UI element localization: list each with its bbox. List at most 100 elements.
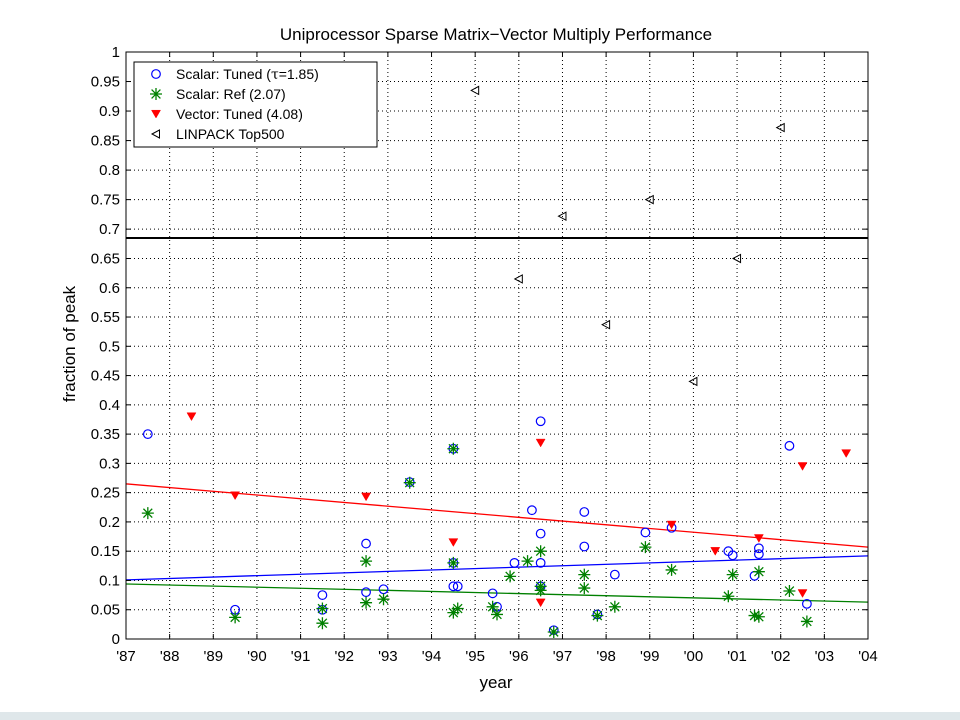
legend-entry: LINPACK Top500 <box>150 126 285 142</box>
y-tick-label: 0 <box>112 631 120 648</box>
data-point-star <box>578 568 591 581</box>
chart-title: Uniprocessor Sparse Matrix−Vector Multip… <box>280 25 712 44</box>
legend-label: LINPACK Top500 <box>176 126 285 142</box>
x-tick-label: '99 <box>640 648 660 665</box>
data-point-star <box>521 555 534 568</box>
y-tick-label: 0.1 <box>99 572 120 589</box>
data-point-triangle-left <box>150 129 160 139</box>
data-point-star <box>150 88 162 100</box>
data-point-triangle-left <box>557 211 567 221</box>
y-tick-label: 0.5 <box>99 338 120 355</box>
legend: Scalar: Tuned (τ=1.85) Scalar: Ref (2.07)… <box>133 61 378 148</box>
data-point-triangle-down <box>535 598 546 608</box>
y-tick-label: 0.2 <box>99 514 120 531</box>
data-point-triangle-down <box>535 438 546 448</box>
legend-label: Scalar: Tuned (τ=1.85) <box>176 66 319 83</box>
y-tick-label: 0.15 <box>91 543 120 560</box>
y-tick-label: 1 <box>112 44 120 61</box>
data-point-circle <box>142 429 153 440</box>
data-point-star <box>591 609 604 622</box>
data-point-star <box>608 600 621 613</box>
data-point-star <box>141 507 154 520</box>
y-tick-label: 0.05 <box>91 602 120 619</box>
data-point-triangle-left <box>470 85 480 96</box>
data-point-circle <box>801 598 812 609</box>
legend-label-text: Scalar: Ref (2.07) <box>176 86 286 102</box>
data-point-circle <box>448 581 459 592</box>
data-point-star <box>547 625 560 638</box>
data-point-triangle-left <box>775 122 785 133</box>
x-tick-label: '96 <box>509 648 529 665</box>
trend-line <box>125 483 869 548</box>
data-point-triangle-left <box>644 194 654 205</box>
legend-label-text: LINPACK Top500 <box>176 126 285 142</box>
x-tick-label: '01 <box>727 648 747 665</box>
data-point-star <box>447 556 460 569</box>
data-point-star <box>447 442 460 455</box>
x-tick-label: '88 <box>160 648 180 665</box>
data-point-star <box>403 476 416 489</box>
x-tick-label: '93 <box>378 648 398 665</box>
y-tick-label: 0.25 <box>91 485 120 502</box>
data-point-triangle-down <box>666 520 677 530</box>
data-point-circle <box>784 440 795 451</box>
data-point-circle <box>609 569 620 580</box>
x-tick-label: '90 <box>247 648 267 665</box>
legend-entry: Scalar: Ref (2.07) <box>150 86 286 102</box>
data-point-star <box>639 541 652 554</box>
data-point-star <box>316 602 329 615</box>
data-point-star <box>722 590 735 603</box>
data-point-triangle-down <box>186 412 197 422</box>
legend-entry: Vector: Tuned (4.08) <box>151 106 303 122</box>
y-tick-label: 0.65 <box>91 250 120 267</box>
data-point-star <box>316 617 329 630</box>
data-point-star <box>360 555 373 568</box>
y-tick-label: 0.45 <box>91 368 120 385</box>
data-point-star <box>486 600 499 613</box>
x-tick-label: '91 <box>291 648 311 665</box>
legend-label: Scalar: Ref (2.07) <box>176 86 286 102</box>
data-point-triangle-down <box>753 534 764 543</box>
bottom-strip <box>0 712 960 720</box>
data-point-circle <box>151 69 161 79</box>
data-point-triangle-left <box>513 274 523 284</box>
data-point-circle <box>527 505 537 516</box>
data-point-triangle-down <box>448 538 459 547</box>
x-tick-label: '04 <box>858 648 878 665</box>
data-point-star <box>491 608 503 621</box>
data-point-triangle-down <box>361 492 371 502</box>
data-point-circle <box>361 587 371 598</box>
legend-box <box>133 61 378 148</box>
legend-label-text: =1.85) <box>279 66 319 82</box>
x-tick-label: '92 <box>334 648 354 665</box>
data-point-circle <box>317 590 328 600</box>
data-point-star <box>534 545 547 558</box>
y-axis-label: fraction of peak <box>60 285 79 402</box>
axis-labels-layer: '87 '88 '89 '90 '91 '92 '93 '94 '95 '96 '97 '98 '99 '… <box>91 44 878 665</box>
data-point-triangle-down <box>797 589 808 598</box>
data-point-circle <box>727 550 738 561</box>
data-point-circle <box>579 541 590 552</box>
data-point-circle <box>753 549 764 560</box>
data-point-circle <box>753 543 764 554</box>
trend-line <box>125 555 869 581</box>
data-point-star <box>665 563 678 576</box>
data-point-triangle-down <box>710 547 721 556</box>
data-point-star <box>752 610 765 623</box>
data-point-star <box>504 570 517 583</box>
data-point-star <box>534 584 547 597</box>
data-point-triangle-left <box>688 376 698 387</box>
y-tick-label: 0.8 <box>99 162 120 179</box>
legend-label: Vector: Tuned (4.08) <box>176 106 303 122</box>
data-point-triangle-left <box>601 319 611 330</box>
x-tick-label: '03 <box>815 648 835 665</box>
y-tick-label: 0.3 <box>99 455 120 472</box>
data-point-circle <box>579 507 590 517</box>
data-point-triangle-down <box>151 109 161 119</box>
y-tick-label: 0.75 <box>91 192 120 209</box>
data-point-star <box>748 609 761 622</box>
plot-frame <box>125 51 869 640</box>
x-axis-label: year <box>479 673 512 692</box>
y-tick-label: 0.35 <box>91 426 120 443</box>
